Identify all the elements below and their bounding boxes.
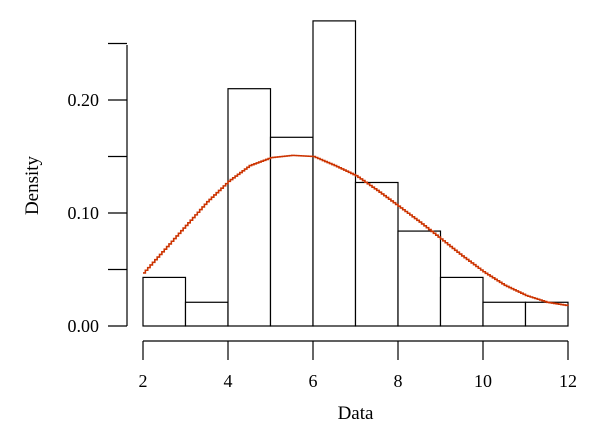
y-axis-title: Density bbox=[22, 155, 43, 215]
x-axis: 2 4 6 8 10 12 bbox=[139, 340, 577, 391]
histogram-bar bbox=[524, 301, 569, 327]
y-tick-label: 0.20 bbox=[68, 90, 100, 110]
x-tick-label: 12 bbox=[559, 371, 577, 391]
histogram-bar bbox=[482, 301, 527, 327]
x-tick-label: 2 bbox=[139, 371, 148, 391]
y-tick-label: 0.10 bbox=[68, 203, 100, 223]
histogram-bar bbox=[397, 230, 442, 327]
histogram-bar bbox=[312, 20, 357, 327]
histogram-bar bbox=[184, 301, 229, 327]
histogram-bar bbox=[227, 88, 272, 327]
histogram-bar bbox=[142, 276, 187, 327]
y-tick-label: 0.00 bbox=[68, 316, 100, 336]
x-tick-label: 10 bbox=[474, 371, 492, 391]
histogram-bar bbox=[269, 136, 314, 327]
histogram-bar bbox=[439, 276, 484, 327]
histogram-bar bbox=[354, 181, 399, 327]
curve-layer bbox=[143, 154, 569, 307]
y-axis: 0.00 0.10 0.20 bbox=[68, 42, 128, 336]
bars-layer bbox=[142, 20, 569, 327]
x-axis-title: Data bbox=[338, 403, 374, 424]
x-tick-label: 8 bbox=[394, 371, 403, 391]
x-tick-label: 4 bbox=[224, 371, 233, 391]
density-curve bbox=[143, 154, 569, 307]
x-tick-label: 6 bbox=[309, 371, 318, 391]
